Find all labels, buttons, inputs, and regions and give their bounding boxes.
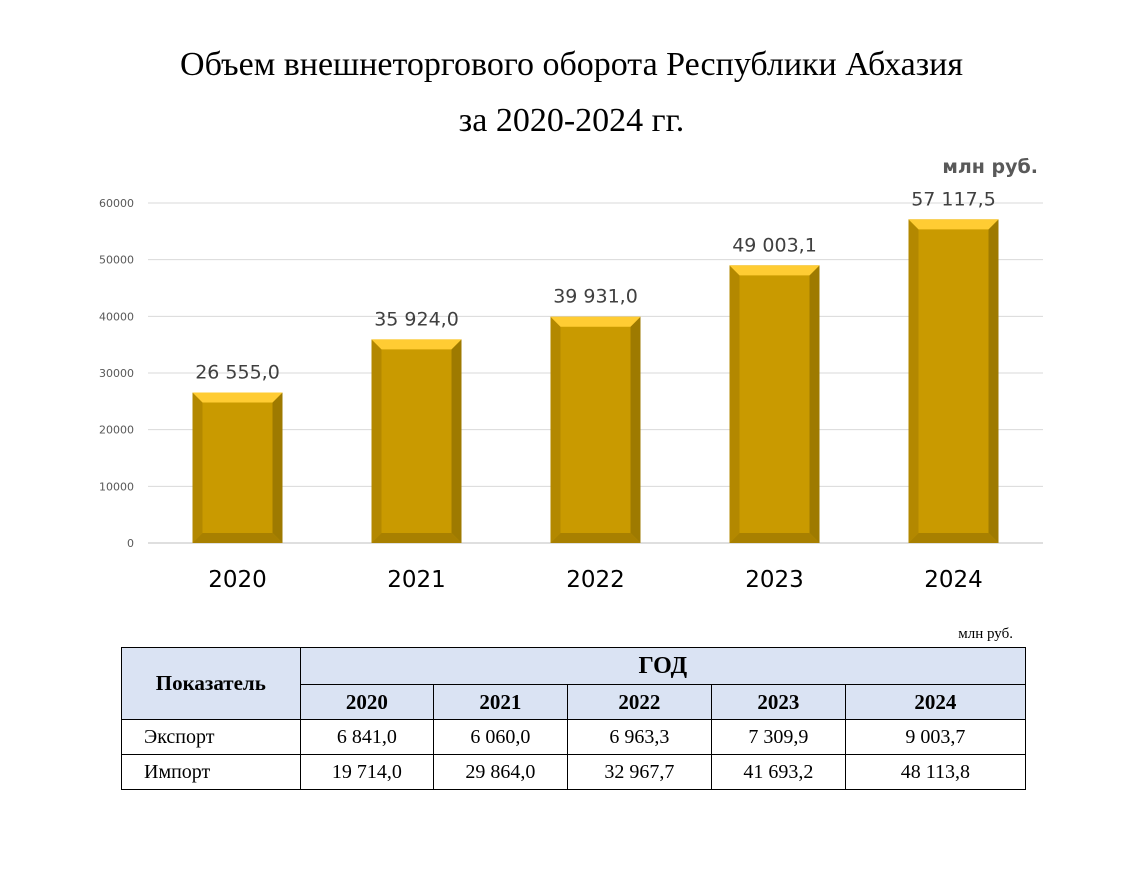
- table-cell: 6 963,3: [566, 719, 713, 755]
- x-axis-ticks: 2020 2021 2022 2023 2024: [208, 567, 983, 593]
- bar-bevel-top: [371, 339, 462, 350]
- y-tick-label: 0: [127, 537, 134, 550]
- chart-title-line-2: за 2020-2024 гг.: [458, 102, 685, 139]
- bar-face: [550, 316, 641, 543]
- table-cell: 7 309,9: [711, 719, 846, 755]
- bar-2024: [908, 219, 999, 543]
- x-tick-label: 2023: [745, 567, 804, 593]
- year-header: 2022: [566, 684, 713, 720]
- bar-bevel-left: [371, 339, 382, 543]
- bar-bevel-right: [451, 339, 462, 543]
- bar-2022: [550, 316, 641, 543]
- table-year-row: 2020 2021 2022 2023 2024: [122, 684, 1027, 720]
- bar-bevel-bottom: [192, 533, 283, 543]
- y-tick-label: 60000: [99, 197, 134, 210]
- bar-bevel-bottom: [729, 533, 820, 543]
- year-header: 2021: [433, 684, 568, 720]
- table-cell: 6 841,0: [299, 719, 435, 755]
- bar-bevel-top: [550, 316, 641, 327]
- table-cell: 9 003,7: [844, 719, 1027, 755]
- table-cell: 48 113,8: [844, 754, 1027, 790]
- chart-title-line-1: Объем внешнеторгового оборота Республики…: [180, 46, 963, 83]
- bar-bevel-top: [729, 265, 820, 276]
- y-axis-ticks: 0 10000 20000 30000 40000 50000 60000: [99, 197, 134, 550]
- bar-bevel-bottom: [550, 533, 641, 543]
- bar-bevel-left: [729, 265, 740, 543]
- bar-bevel-right: [630, 316, 641, 543]
- bar-2023: [729, 265, 820, 543]
- bar-bevel-right: [272, 392, 283, 543]
- bars: [192, 219, 999, 543]
- table-unit-label: млн руб.: [958, 626, 1013, 642]
- table-row-import: Импорт 19 714,0 29 864,0 32 967,7 41 693…: [121, 754, 1027, 790]
- chart-unit-label: млн руб.: [942, 156, 1038, 178]
- y-tick-label: 10000: [99, 480, 134, 493]
- table-cell: 41 693,2: [711, 754, 846, 790]
- bar-bevel-left: [908, 219, 919, 543]
- bar-chart: 0 10000 20000 30000 40000 50000 60000 26 555,0…: [99, 188, 1043, 593]
- bar-bevel-right: [809, 265, 820, 543]
- y-tick-label: 20000: [99, 424, 134, 437]
- x-tick-label: 2022: [566, 567, 625, 593]
- table-cell: 19 714,0: [299, 754, 435, 790]
- bar-bevel-top: [192, 392, 283, 403]
- y-tick-label: 30000: [99, 367, 134, 380]
- table-cell: 32 967,7: [566, 754, 713, 790]
- x-tick-label: 2020: [208, 567, 267, 593]
- x-tick-label: 2021: [387, 567, 446, 593]
- indicator-header: Показатель: [121, 647, 301, 720]
- bar-bevel-bottom: [908, 533, 999, 543]
- table-row-export: Экспорт 6 841,0 6 060,0 6 963,3 7 309,9 …: [121, 719, 1027, 755]
- bar-face: [371, 339, 462, 543]
- year-header: 2020: [299, 684, 435, 720]
- bar-2020: [192, 392, 283, 543]
- table-cell: 6 060,0: [433, 719, 568, 755]
- bar-bevel-bottom: [371, 533, 462, 543]
- y-tick-label: 40000: [99, 310, 134, 323]
- data-label: 49 003,1: [732, 234, 817, 256]
- row-label: Экспорт: [121, 719, 301, 755]
- trade-table: Показатель ГОД 2020 2021 2022 2023 2024 …: [121, 647, 1027, 790]
- bar-bevel-left: [192, 392, 203, 543]
- bar-face: [908, 219, 999, 543]
- bar-2021: [371, 339, 462, 543]
- table-cell: 29 864,0: [433, 754, 568, 790]
- bar-bevel-left: [550, 316, 561, 543]
- bar-face: [192, 392, 283, 543]
- bar-face: [729, 265, 820, 543]
- table-header-row: Показатель ГОД: [121, 647, 1027, 720]
- y-tick-label: 50000: [99, 254, 134, 267]
- data-label: 35 924,0: [374, 308, 459, 330]
- bar-bevel-right: [988, 219, 999, 543]
- row-label: Импорт: [121, 754, 301, 790]
- bar-bevel-top: [908, 219, 999, 230]
- data-label: 26 555,0: [195, 362, 280, 384]
- year-header: 2024: [844, 684, 1027, 720]
- data-labels: 26 555,0 35 924,0 39 931,0 49 003,1 57 117,5: [195, 188, 996, 383]
- x-tick-label: 2024: [924, 567, 983, 593]
- data-label: 39 931,0: [553, 286, 638, 308]
- data-label: 57 117,5: [911, 188, 996, 210]
- year-group-header: ГОД: [299, 647, 1027, 685]
- year-header: 2023: [711, 684, 846, 720]
